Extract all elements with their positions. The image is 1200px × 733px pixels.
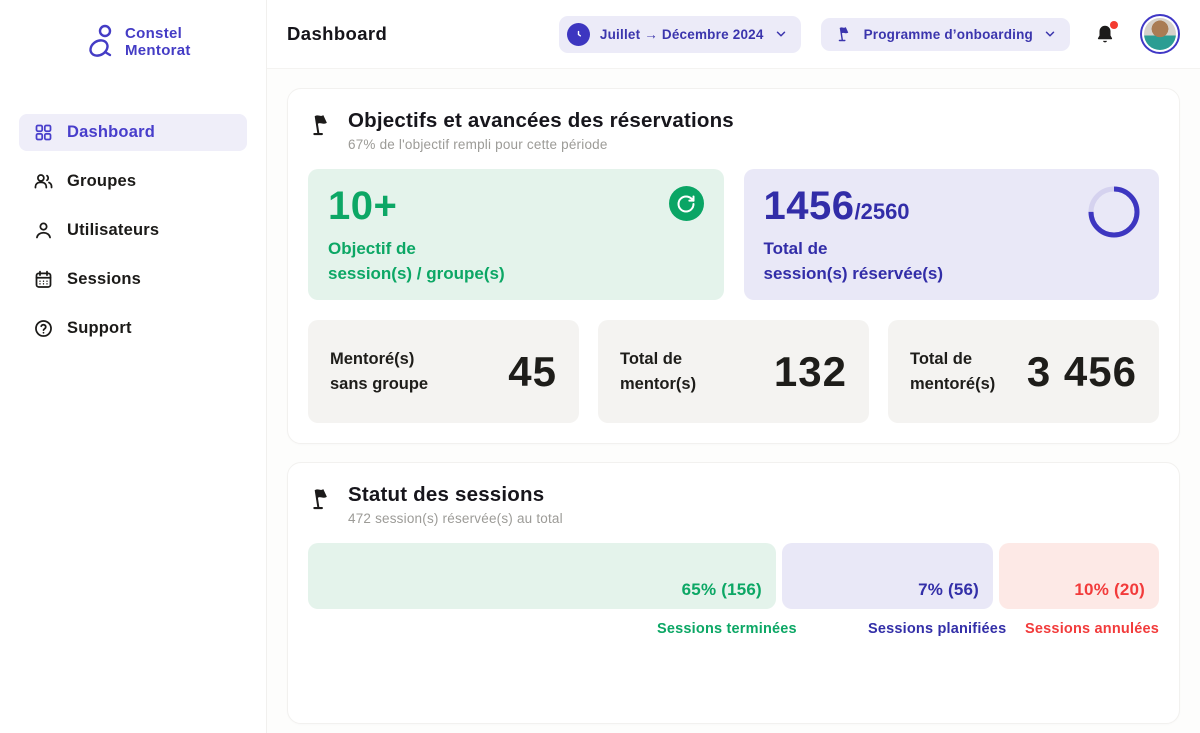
segment-percent: 65% (156) xyxy=(681,580,762,599)
notifications-button[interactable] xyxy=(1090,19,1120,49)
session-status-labels: Sessions terminées Sessions planifiées S… xyxy=(308,621,1159,637)
stat-label-line2: sans groupe xyxy=(330,374,429,393)
notification-dot xyxy=(1110,21,1118,29)
status-card: Statut des sessions 472 session(s) réser… xyxy=(287,462,1180,724)
brand-name: Constel Mentorat xyxy=(125,25,191,60)
stat-card-total-mentors: Total de mentor(s) 132 xyxy=(598,320,869,423)
stat-label-line1: Total de xyxy=(620,349,683,368)
period-selector[interactable]: Juillet → Décembre 2024 xyxy=(558,15,801,53)
sidebar-item-label: Dashboard xyxy=(67,123,155,141)
topbar: Dashboard Juillet → Décembre 2024 xyxy=(267,0,1200,69)
goal-progress-icon xyxy=(668,186,704,221)
segment-label-completed: Sessions terminées xyxy=(657,621,797,637)
flag-icon xyxy=(835,25,854,44)
sidebar-item-label: Support xyxy=(67,319,132,337)
stat-label: Total de mentoré(s) xyxy=(910,347,995,397)
stat-value: 45 xyxy=(508,347,557,395)
sidebar-item-label: Sessions xyxy=(67,270,142,288)
user-avatar[interactable] xyxy=(1140,14,1180,54)
period-selector-label: Juillet → Décembre 2024 xyxy=(599,26,764,42)
flag-icon xyxy=(308,112,335,139)
stat-label: Total de mentor(s) xyxy=(620,347,696,397)
sidebar-nav: Dashboard Groupes Utilisateurs xyxy=(0,114,266,347)
objectives-title: Objectifs et avancées des réservations xyxy=(348,109,734,132)
bar-segment-cancelled: 10% (20) xyxy=(999,543,1159,609)
stat-label: Mentoré(s) sans groupe xyxy=(330,347,428,397)
user-icon xyxy=(33,220,54,241)
sidebar: Constel Mentorat Dashboard xyxy=(0,0,267,733)
objectives-card-header: Objectifs et avancées des réservations 6… xyxy=(308,109,1159,152)
total-card: 1456/2560 Total de session(s) réservée(s… xyxy=(743,169,1159,300)
total-value: 1456 xyxy=(763,184,855,228)
brand-name-line2: Mentorat xyxy=(125,42,191,59)
bar-segment-completed: 65% (156) xyxy=(308,543,776,609)
segment-percent: 7% (56) xyxy=(918,580,980,599)
stat-value: 3 456 xyxy=(1026,347,1137,395)
avatar-image xyxy=(1144,18,1176,50)
sidebar-item-groupes[interactable]: Groupes xyxy=(19,163,247,200)
bell-icon xyxy=(1097,25,1113,43)
clock-icon xyxy=(566,22,590,46)
calendar-icon xyxy=(33,269,54,290)
brand-name-line1: Constel xyxy=(125,24,183,42)
sidebar-item-dashboard[interactable]: Dashboard xyxy=(19,114,247,151)
stat-label-line1: Mentoré(s) xyxy=(330,349,415,368)
main-area: Dashboard Juillet → Décembre 2024 xyxy=(267,0,1200,733)
total-denominator: /2560 xyxy=(854,199,910,224)
flag-icon xyxy=(308,486,335,513)
chevron-down-icon xyxy=(774,27,788,41)
progress-ring xyxy=(1086,184,1142,245)
objectives-card: Objectifs et avancées des réservations 6… xyxy=(287,88,1180,444)
groups-icon xyxy=(33,171,54,192)
goal-label-line1: Objectif de xyxy=(328,239,416,258)
sidebar-item-label: Utilisateurs xyxy=(67,221,160,239)
sidebar-item-label: Groupes xyxy=(67,172,137,190)
sidebar-item-utilisateurs[interactable]: Utilisateurs xyxy=(19,212,247,249)
status-card-header: Statut des sessions 472 session(s) réser… xyxy=(308,483,1159,526)
total-label-line2: session(s) réservée(s) xyxy=(763,263,944,283)
segment-label-planned: Sessions planifiées xyxy=(867,621,1007,637)
content: Objectifs et avancées des réservations 6… xyxy=(267,69,1200,733)
total-value-row: 1456/2560 xyxy=(764,184,1140,228)
stat-label-line2: mentor(s) xyxy=(620,374,697,393)
status-subtitle: 472 session(s) réservée(s) au total xyxy=(348,511,563,526)
goal-label-line2: session(s) / groupe(s) xyxy=(328,263,505,283)
stat-label-line1: Total de xyxy=(910,349,973,368)
program-selector[interactable]: Programme d’onboarding xyxy=(820,17,1070,51)
dashboard-grid-icon xyxy=(33,122,54,143)
chevron-down-icon xyxy=(1043,27,1057,41)
goal-label: Objectif de session(s) / groupe(s) xyxy=(328,237,704,286)
segment-percent: 10% (20) xyxy=(1074,580,1145,599)
brand-logo-icon xyxy=(86,24,116,60)
stat-label-line2: mentoré(s) xyxy=(910,374,996,393)
sidebar-item-support[interactable]: Support xyxy=(19,310,247,347)
sidebar-item-sessions[interactable]: Sessions xyxy=(19,261,247,298)
stat-card-total-mentores: Total de mentoré(s) 3 456 xyxy=(888,320,1159,423)
stat-card-mentores-sans-groupe: Mentoré(s) sans groupe 45 xyxy=(308,320,579,423)
topbar-actions: Juillet → Décembre 2024 Progra xyxy=(558,14,1180,54)
bar-segment-planned: 7% (56) xyxy=(781,543,994,609)
session-status-bar: 65% (156) 7% (56) 10% (20) xyxy=(308,543,1159,609)
stats-row: Mentoré(s) sans groupe 45 Total de mento… xyxy=(308,320,1159,423)
goal-card: 10+ Objectif de session(s) / groupe(s) xyxy=(308,169,724,300)
total-label: Total de session(s) réservée(s) xyxy=(764,237,1140,286)
brand-logo[interactable]: Constel Mentorat xyxy=(86,24,191,60)
stat-value: 132 xyxy=(773,347,847,395)
page-title: Dashboard xyxy=(287,23,388,44)
status-title: Statut des sessions xyxy=(348,483,545,506)
objectives-subtitle: 67% de l'objectif rempli pour cette péri… xyxy=(348,137,608,152)
help-icon xyxy=(33,318,54,339)
segment-label-cancelled: Sessions annulées xyxy=(1025,621,1159,637)
total-label-line1: Total de xyxy=(763,239,828,258)
highlight-row: 10+ Objectif de session(s) / groupe(s) xyxy=(308,169,1159,300)
program-selector-label: Programme d’onboarding xyxy=(863,26,1033,42)
goal-value: 10+ xyxy=(328,184,398,228)
